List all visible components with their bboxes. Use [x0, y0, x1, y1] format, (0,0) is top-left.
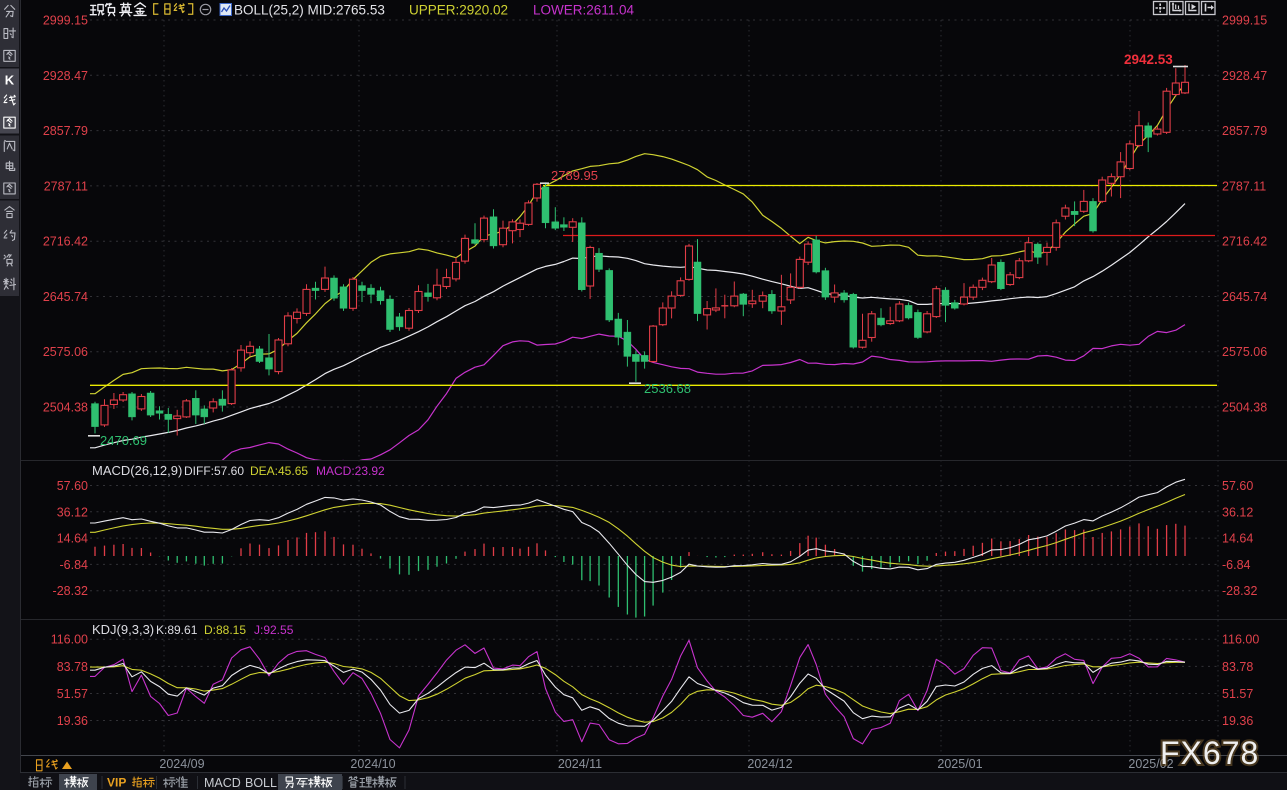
- svg-text:KDJ(9,3,3): KDJ(9,3,3): [92, 622, 154, 637]
- svg-text:FX678: FX678: [1160, 735, 1259, 771]
- svg-text:36.12: 36.12: [57, 505, 88, 519]
- svg-text:2504.38: 2504.38: [43, 401, 88, 415]
- svg-text:-6.84: -6.84: [60, 558, 89, 572]
- svg-text:2787.11: 2787.11: [44, 179, 88, 193]
- svg-text:2504.38: 2504.38: [1222, 401, 1267, 415]
- svg-text:K: K: [5, 72, 15, 87]
- svg-text:2857.79: 2857.79: [1222, 124, 1267, 138]
- svg-text:2857.79: 2857.79: [43, 124, 88, 138]
- svg-text:-6.84: -6.84: [1222, 558, 1251, 572]
- svg-text:2645.74: 2645.74: [43, 290, 88, 304]
- svg-text:57.60: 57.60: [1222, 479, 1253, 493]
- svg-text:2789.95: 2789.95: [551, 168, 598, 183]
- svg-text:-28.32: -28.32: [53, 584, 88, 598]
- svg-text:2999.15: 2999.15: [1222, 14, 1267, 28]
- svg-text:2025/01: 2025/01: [937, 757, 982, 771]
- svg-text:2645.74: 2645.74: [1222, 290, 1267, 304]
- svg-text:2716.42: 2716.42: [1222, 235, 1267, 249]
- svg-text:2024/12: 2024/12: [747, 757, 792, 771]
- svg-text:MACD(26,12,9): MACD(26,12,9): [92, 463, 182, 478]
- svg-text:UPPER:2920.02: UPPER:2920.02: [409, 3, 508, 18]
- svg-text:D:88.15: D:88.15: [204, 623, 246, 637]
- svg-text:MACD:23.92: MACD:23.92: [316, 464, 385, 478]
- svg-text:2942.53: 2942.53: [1124, 52, 1173, 67]
- svg-text:DEA:45.65: DEA:45.65: [250, 464, 308, 478]
- svg-text:2024/11: 2024/11: [558, 757, 602, 771]
- svg-text:19.36: 19.36: [57, 714, 88, 728]
- svg-text:DIFF:57.60: DIFF:57.60: [184, 464, 244, 478]
- svg-text:BOLL: BOLL: [245, 776, 277, 790]
- svg-text:83.78: 83.78: [1222, 660, 1253, 674]
- svg-text:14.64: 14.64: [1222, 532, 1253, 546]
- svg-text:116.00: 116.00: [1222, 633, 1259, 647]
- svg-text:FX678: FX678: [1160, 735, 1259, 771]
- svg-text:57.60: 57.60: [57, 479, 88, 493]
- svg-text:VIP: VIP: [107, 776, 126, 790]
- svg-text:51.57: 51.57: [1222, 687, 1253, 701]
- svg-text:2999.15: 2999.15: [43, 14, 88, 28]
- svg-text:36.12: 36.12: [1222, 505, 1253, 519]
- svg-text:K:89.61: K:89.61: [156, 623, 198, 637]
- svg-text:2928.47: 2928.47: [1222, 69, 1267, 83]
- svg-text:BOLL(25,2) MID:2765.53: BOLL(25,2) MID:2765.53: [234, 3, 385, 18]
- svg-text:J:92.55: J:92.55: [254, 623, 294, 637]
- svg-text:2928.47: 2928.47: [43, 69, 88, 83]
- svg-text:2575.06: 2575.06: [43, 345, 88, 359]
- svg-text:2575.06: 2575.06: [1222, 345, 1267, 359]
- svg-text:2024/09: 2024/09: [159, 757, 204, 771]
- svg-text:51.57: 51.57: [57, 687, 88, 701]
- svg-text:2470.69: 2470.69: [100, 433, 147, 448]
- svg-text:19.36: 19.36: [1222, 714, 1253, 728]
- svg-text:2024/10: 2024/10: [350, 757, 395, 771]
- svg-text:LOWER:2611.04: LOWER:2611.04: [533, 3, 635, 18]
- svg-text:2787.11: 2787.11: [1222, 179, 1266, 193]
- svg-text:2536.68: 2536.68: [644, 381, 691, 396]
- svg-text:83.78: 83.78: [57, 660, 88, 674]
- svg-text:-28.32: -28.32: [1222, 584, 1257, 598]
- svg-text:MACD: MACD: [204, 776, 241, 790]
- svg-text:2716.42: 2716.42: [43, 235, 88, 249]
- svg-text:116.00: 116.00: [51, 633, 88, 647]
- svg-text:2025/02: 2025/02: [1128, 757, 1173, 771]
- svg-text:14.64: 14.64: [57, 532, 88, 546]
